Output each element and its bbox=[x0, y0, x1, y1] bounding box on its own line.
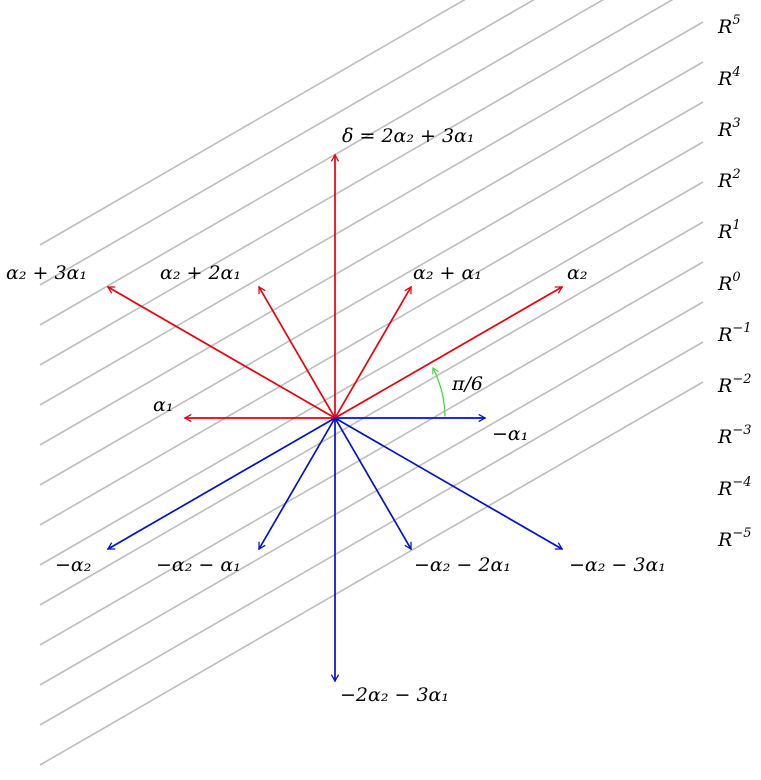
stripe-label-r1: R1 bbox=[717, 218, 741, 243]
arrow-neg-alpha2-minus-alpha1 bbox=[258, 417, 336, 551]
arrow-alpha2-plus-2alpha1 bbox=[258, 285, 336, 419]
label-alpha2: α₂ bbox=[567, 262, 587, 284]
root-labels: δ = 2α₂ + 3α₁ α₂ + 3α₁ α₂ + 2α₁ α₂ + α₁ … bbox=[6, 125, 666, 706]
label-neg-alpha2-minus-3alpha1: −α₂ − 3α₁ bbox=[569, 554, 666, 576]
stripe-line-r5 bbox=[39, 0, 466, 246]
stripe-line-rm1 bbox=[39, 101, 704, 486]
stripe-label-rm2: R−2 bbox=[717, 372, 751, 397]
stripe-label-r4: R4 bbox=[717, 65, 741, 90]
label-alpha2-plus-3alpha1: α₂ + 3α₁ bbox=[6, 262, 87, 284]
arrow-alpha2-plus-alpha1 bbox=[334, 285, 412, 419]
stripe-label-rm1: R−1 bbox=[717, 321, 751, 346]
label-neg-alpha2-minus-2alpha1: −α₂ − 2α₁ bbox=[414, 554, 511, 576]
arrow-alpha2-plus-3alpha1 bbox=[106, 286, 336, 419]
stripe-label-rm5: R−5 bbox=[717, 526, 751, 551]
negative-roots bbox=[106, 413, 564, 683]
angle-arc bbox=[432, 367, 446, 417]
stripe-line-rm5 bbox=[39, 261, 704, 646]
stripe-labels: R5 R4 R3 R2 R1 R0 R−1 R−2 R−3 R−4 R−5 bbox=[717, 13, 751, 551]
stripe-line-r1 bbox=[39, 21, 704, 406]
stripe-line-r0 bbox=[39, 61, 704, 446]
stripe-label-r2: R2 bbox=[717, 167, 741, 192]
stripe-line-rm3 bbox=[39, 181, 704, 566]
arrow-neg-alpha2-minus-2alpha1 bbox=[334, 417, 412, 551]
arrow-neg-alpha2-minus-3alpha1 bbox=[334, 417, 564, 550]
label-delta: δ = 2α₂ + 3α₁ bbox=[342, 125, 475, 147]
label-alpha2-plus-alpha1: α₂ + α₁ bbox=[413, 262, 482, 284]
stripe-label-r5: R5 bbox=[717, 13, 741, 38]
stripe-lines bbox=[39, 0, 704, 766]
stripe-label-r0: R0 bbox=[717, 270, 741, 295]
label-neg-alpha2-minus-alpha1: −α₂ − α₁ bbox=[156, 554, 241, 576]
arrow-alpha2 bbox=[334, 286, 564, 419]
label-neg-alpha1: −α₁ bbox=[492, 423, 528, 445]
label-neg-alpha2: −α₂ bbox=[55, 554, 91, 576]
stripe-label-r3: R3 bbox=[717, 116, 741, 141]
label-neg-delta: −2α₂ − 3α₁ bbox=[340, 684, 449, 706]
label-angle: π/6 bbox=[451, 373, 483, 395]
stripe-label-rm4: R−4 bbox=[717, 475, 751, 500]
stripe-line-rm2 bbox=[39, 141, 704, 526]
stripe-line-extra-2 bbox=[39, 341, 704, 726]
stripe-line-rm4 bbox=[39, 221, 704, 606]
label-alpha1: α₁ bbox=[153, 394, 173, 416]
stripe-line-extra-3 bbox=[39, 381, 704, 766]
stripe-line-r4 bbox=[39, 0, 535, 286]
stripe-line-r3 bbox=[39, 0, 605, 326]
positive-roots bbox=[106, 153, 564, 423]
stripe-line-extra-1 bbox=[39, 301, 704, 686]
arrow-neg-alpha2 bbox=[106, 417, 336, 550]
stripe-label-rm3: R−3 bbox=[717, 423, 751, 448]
label-alpha2-plus-2alpha1: α₂ + 2α₁ bbox=[160, 262, 241, 284]
stripe-line-r2 bbox=[39, 0, 674, 366]
